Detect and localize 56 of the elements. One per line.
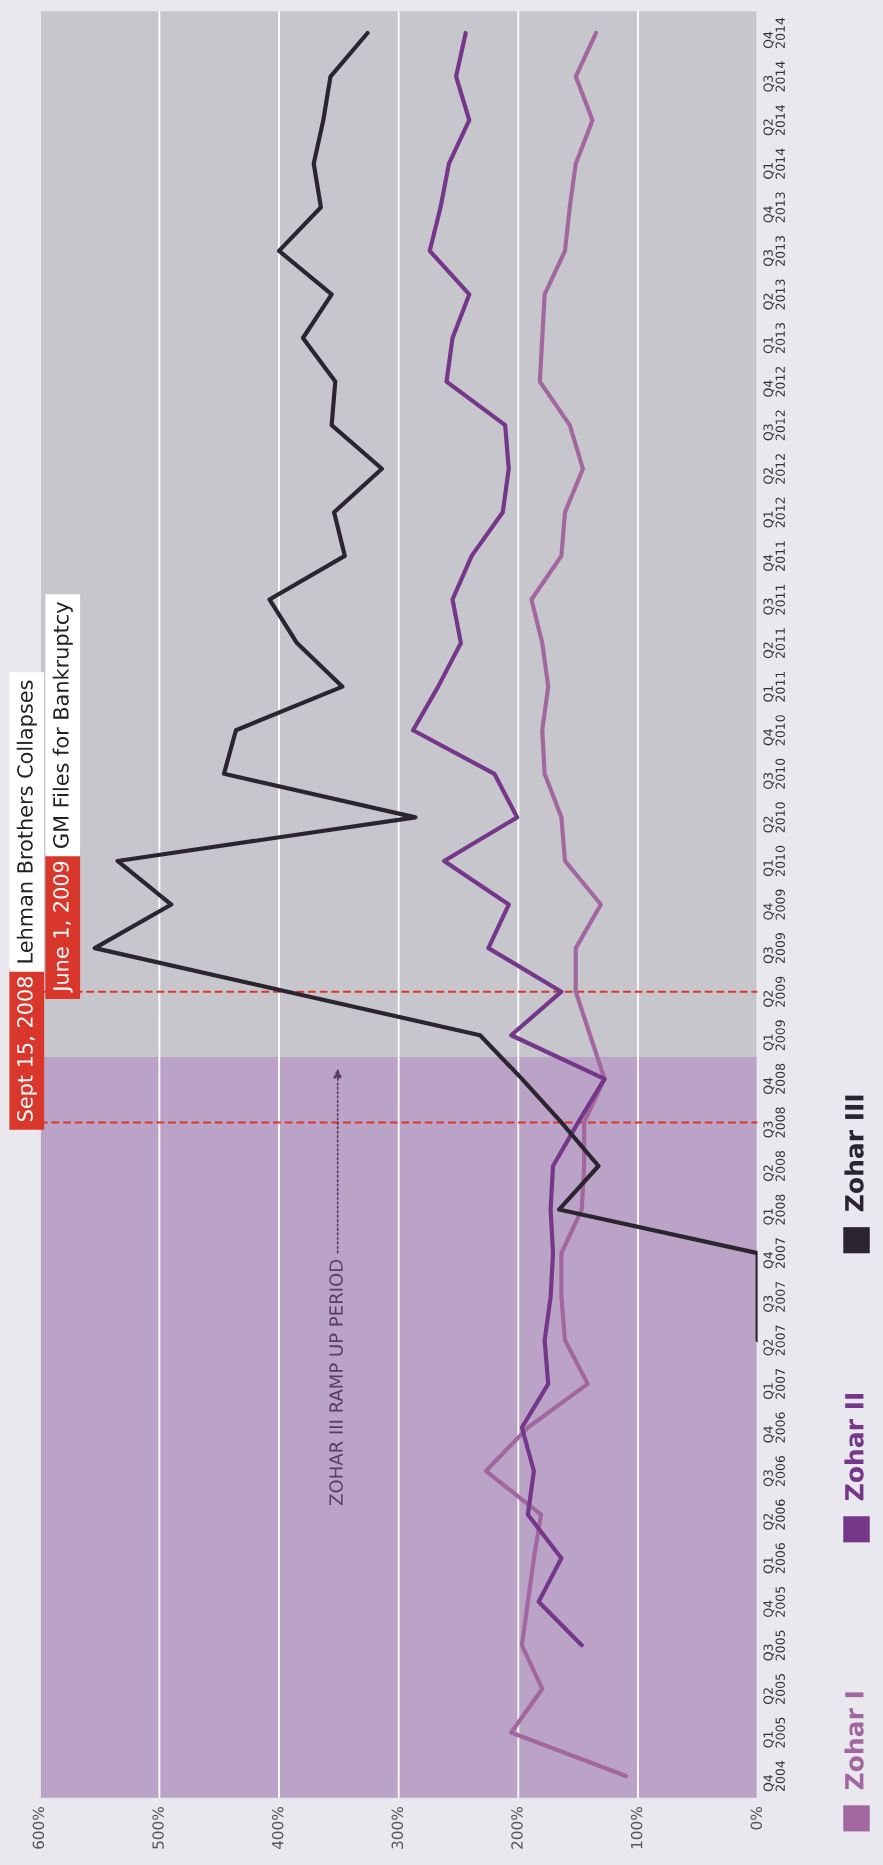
- x-tick-label: 100%: [630, 1807, 643, 1849]
- text: Zohar I: [844, 1692, 864, 1790]
- y-tick-label: Q2 2012: [763, 454, 785, 484]
- y-tick-label: Q2 2006: [763, 1499, 785, 1530]
- y-tick-label: Q2 2008: [763, 1150, 785, 1182]
- y-tick-label: Q4 2008: [763, 1063, 785, 1095]
- y-tick-label: Q4 2007: [763, 1238, 785, 1269]
- band-label: ZOHAR III RAMP UP PERIOD: [329, 1259, 343, 1506]
- y-tick-label: Q2 2013: [763, 279, 785, 310]
- y-tick-label: Q4 2011: [763, 541, 785, 572]
- y-tick-label: Q2 2010: [763, 802, 785, 833]
- y-tick-label: Q4 2009: [763, 889, 785, 920]
- y-tick-label: Q4 2013: [763, 192, 785, 223]
- y-tick-label: Q3 2008: [763, 1107, 785, 1138]
- y-tick-label: Q3 2006: [763, 1455, 785, 1487]
- y-tick-label: Q1 2006: [763, 1543, 785, 1574]
- y-tick-label: Q4 2006: [763, 1412, 785, 1443]
- y-tick-label: Q2 2011: [763, 628, 785, 659]
- y-tick-label: Q3 2013: [763, 235, 785, 267]
- y-tick-label: Q3 2005: [763, 1630, 785, 1661]
- y-tick-label: Q2 2005: [763, 1674, 785, 1705]
- y-tick-label: Q1 2011: [763, 671, 785, 702]
- y-tick-label: Q2 2009: [763, 976, 785, 1007]
- x-tick-label: 600%: [32, 1807, 45, 1849]
- y-tick-label: Q3 2007: [763, 1281, 785, 1312]
- y-tick-label: Q4 2004: [763, 1760, 785, 1792]
- y-tick-label: Q3 2010: [763, 758, 785, 789]
- y-tick-label: Q3 2012: [763, 410, 785, 441]
- y-tick-label: Q3 2011: [763, 584, 785, 615]
- y-tick-label: Q1 2009: [763, 1020, 785, 1051]
- ref-line-label: June 1, 2009: [53, 861, 73, 993]
- y-tick-label: Q3 2009: [763, 933, 785, 964]
- x-tick-label: 200%: [511, 1807, 523, 1849]
- text: Lehman Brothers Collapses: [16, 680, 37, 963]
- annotation: GM Files for Bankruptcy: [52, 602, 73, 848]
- y-tick-label: Q1 2013: [763, 323, 785, 354]
- y-tick-label: Q1 2007: [763, 1369, 785, 1400]
- y-tick-label: Q4 2005: [763, 1586, 785, 1617]
- y-tick-label: Q1 2012: [763, 497, 785, 528]
- text: Zohar III: [844, 1095, 864, 1212]
- y-tick-label: Q3 2014: [763, 61, 785, 92]
- y-tick-label: Q1 2005: [763, 1717, 785, 1748]
- y-tick-label: Q2 2014: [763, 104, 785, 136]
- y-tick-label: Q1 2008: [763, 1194, 785, 1225]
- text: Zohar II: [844, 1394, 864, 1501]
- x-tick-label: 400%: [271, 1807, 284, 1850]
- ref-line-label: Sept 15, 2008: [17, 977, 37, 1122]
- x-tick-label: 500%: [152, 1807, 164, 1849]
- y-tick-label: Q4 2012: [763, 366, 785, 397]
- x-tick-label: 300%: [391, 1807, 404, 1849]
- y-tick-label: Q2 2007: [763, 1325, 785, 1356]
- y-tick-label: Q4 2010: [763, 715, 785, 746]
- y-tick-label: Q1 2014: [763, 148, 785, 179]
- y-tick-label: Q4 2014: [763, 17, 785, 49]
- x-tick-label: 0%: [750, 1807, 763, 1830]
- y-tick-label: Q1 2010: [763, 845, 785, 877]
